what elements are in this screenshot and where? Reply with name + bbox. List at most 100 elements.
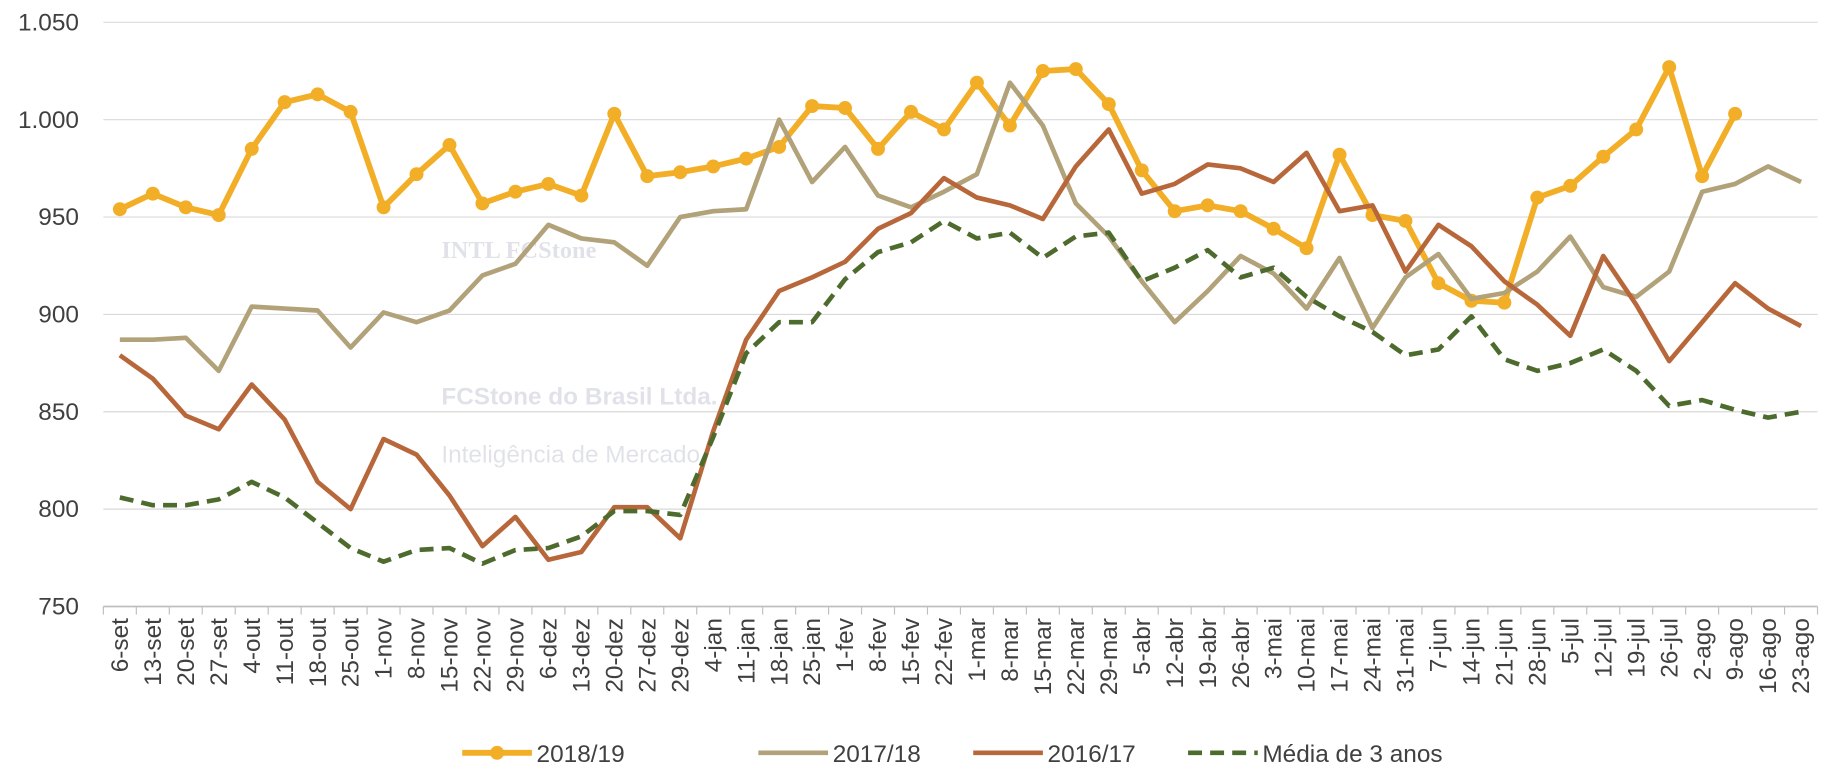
x-tick-label: 16-ago — [1755, 618, 1782, 694]
point — [409, 167, 424, 182]
x-tick-label: 2-ago — [1689, 618, 1716, 680]
y-tick-label: 800 — [38, 496, 79, 523]
x-tick-label: 18-jan — [766, 618, 793, 686]
point — [640, 169, 655, 184]
point — [1728, 106, 1743, 121]
x-tick-label: 7-jun — [1426, 618, 1453, 672]
x-tick-label: 29-mar — [1096, 618, 1123, 695]
x-tick-label: 15-fev — [898, 617, 925, 686]
point — [871, 141, 885, 156]
x-tick-label: 18-out — [305, 618, 332, 687]
point — [1596, 149, 1611, 164]
x-tick-label: 5-abr — [1129, 618, 1156, 675]
point — [607, 106, 622, 121]
point — [1266, 221, 1281, 236]
point — [706, 159, 721, 174]
x-tick-label: 5-jul — [1557, 618, 1584, 664]
x-tick-label: 27-set — [206, 618, 233, 686]
y-tick-label: 950 — [38, 204, 79, 231]
point — [904, 104, 918, 119]
point — [1332, 147, 1347, 162]
legend-marker — [490, 745, 505, 760]
x-tick-label: 22-mar — [1063, 618, 1090, 695]
x-tick-label: 8-mar — [997, 618, 1024, 682]
series — [119, 80, 1803, 374]
x-tick-label: 31-mai — [1393, 618, 1420, 693]
x-tick-label: 23-ago — [1788, 618, 1815, 694]
point — [475, 196, 490, 211]
x-tick-label: 3-mai — [1261, 618, 1288, 679]
x-tick-label: 19-jul — [1623, 618, 1650, 678]
x-tick-label: 8-nov — [404, 617, 431, 679]
point — [673, 165, 688, 180]
point — [1662, 60, 1677, 75]
x-tick-label: 14-jun — [1459, 618, 1486, 686]
y-tick-label: 1.000 — [18, 107, 79, 134]
point — [541, 176, 556, 191]
point — [376, 200, 391, 215]
x-tick-label: 25-jan — [799, 618, 826, 686]
point — [969, 75, 984, 90]
point — [145, 186, 160, 201]
x-tick-label: 19-abr — [1195, 618, 1222, 688]
y-tick-label: 750 — [38, 594, 79, 621]
x-tick-label: 6-dez — [536, 618, 563, 679]
x-tick-label: 4-jan — [700, 618, 727, 672]
point — [112, 202, 127, 217]
point — [277, 95, 292, 110]
point — [1167, 204, 1182, 219]
x-tick-label: 10-mai — [1294, 618, 1321, 693]
x-tick-label: 15-nov — [437, 617, 464, 692]
x-tick-label: 26-jul — [1656, 618, 1683, 678]
point — [508, 184, 523, 199]
series-line — [118, 127, 1803, 563]
x-tick-label: 11-jan — [733, 618, 760, 684]
watermark: INTL FCStone FCStone do Brasil Ltda. Int… — [441, 237, 717, 468]
series-line — [119, 218, 1802, 566]
point — [1200, 198, 1215, 213]
point — [343, 104, 358, 119]
point — [1134, 163, 1149, 178]
point — [1398, 213, 1413, 228]
point — [936, 122, 951, 137]
point — [1695, 169, 1710, 184]
y-tick-label: 850 — [38, 399, 79, 426]
series — [112, 60, 1743, 310]
y-tick-label: 900 — [38, 302, 79, 329]
x-tick-label: 12-jul — [1590, 618, 1617, 678]
point — [574, 188, 589, 203]
x-tick-label: 8-fev — [865, 617, 892, 672]
point — [178, 200, 193, 215]
point — [1233, 204, 1248, 219]
point — [838, 101, 853, 115]
x-tick-label: 11-out — [272, 618, 299, 686]
x-tick-label: 6-set — [107, 618, 134, 672]
point — [1497, 295, 1512, 310]
series — [119, 218, 1802, 566]
x-tick-label: 4-out — [239, 618, 266, 674]
series — [118, 127, 1803, 563]
x-tick-label: 12-abr — [1162, 618, 1189, 688]
x-tick-label: 13-dez — [568, 618, 595, 693]
x-tick-label: 24-mai — [1360, 618, 1387, 693]
x-tick-label: 9-ago — [1722, 618, 1749, 680]
x-tick-label: 21-jun — [1491, 618, 1518, 686]
x-tick-label: 28-jun — [1524, 618, 1551, 686]
series-line — [119, 80, 1803, 374]
watermark-company: FCStone do Brasil Ltda. — [441, 383, 717, 410]
legend-label: 2017/18 — [833, 741, 921, 767]
point — [1629, 122, 1644, 137]
point — [1299, 241, 1314, 256]
point — [1068, 62, 1083, 77]
point — [805, 99, 820, 114]
y-tick-label: 1.050 — [18, 9, 79, 36]
x-tick-label: 15-mar — [1030, 618, 1057, 695]
x-tick-label: 22-nov — [470, 617, 497, 692]
point — [1530, 190, 1545, 205]
point — [442, 138, 457, 152]
x-tick-label: 1-mar — [964, 618, 991, 682]
x-tick-label: 27-dez — [634, 618, 661, 693]
x-tick-label: 1-fev — [832, 617, 859, 672]
legend-label: 2018/19 — [537, 741, 625, 767]
x-tick-label: 1-nov — [371, 617, 398, 679]
